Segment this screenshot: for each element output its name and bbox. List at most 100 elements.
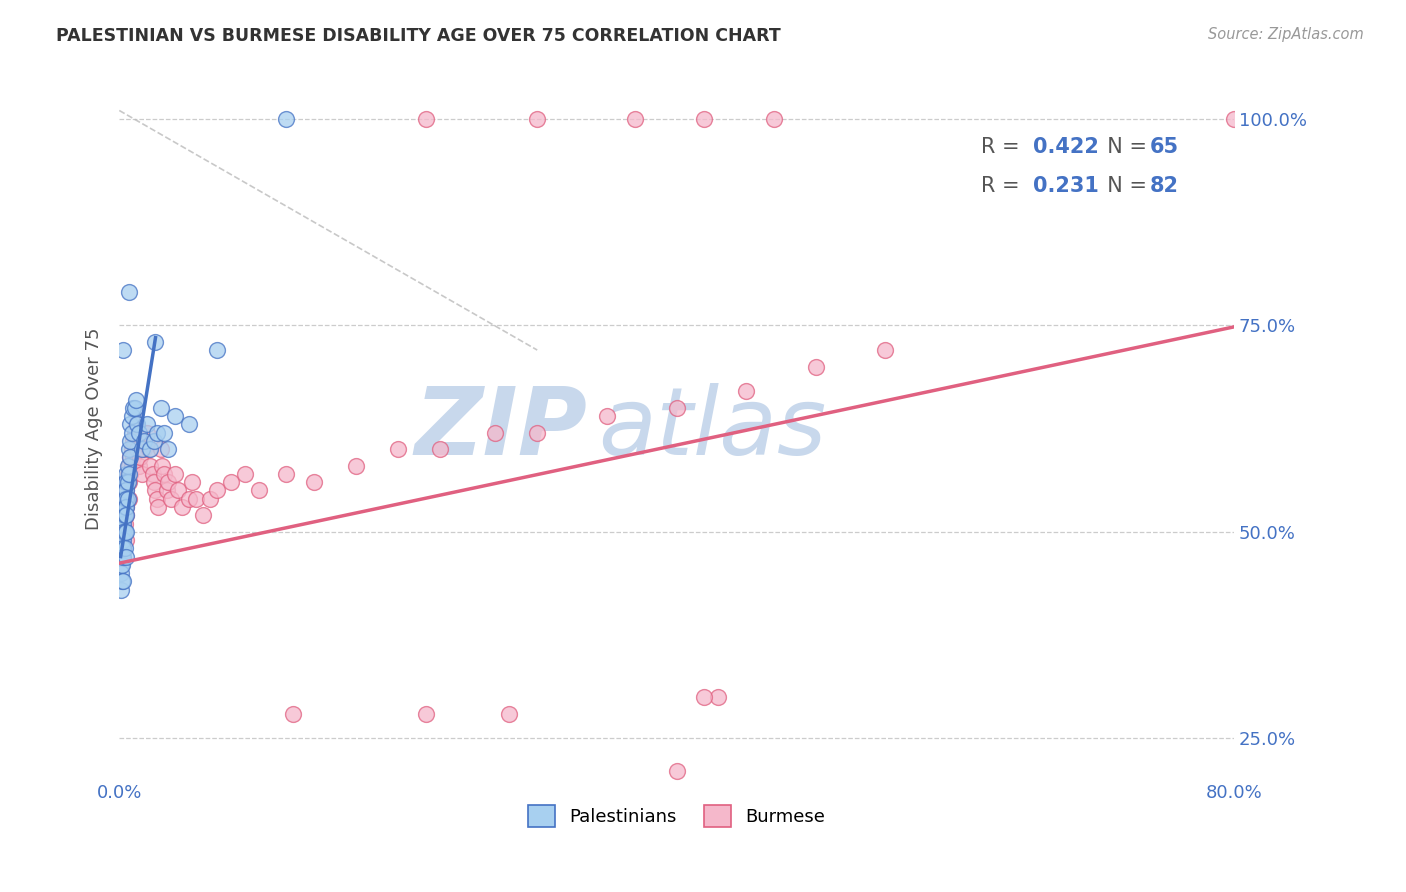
Point	[110, 549, 132, 564]
Point	[148, 500, 170, 514]
Point	[170, 500, 193, 514]
Point	[122, 450, 145, 465]
Point	[112, 541, 135, 556]
Point	[150, 401, 173, 415]
Point	[166, 483, 188, 498]
Point	[127, 417, 149, 432]
Point	[111, 516, 134, 531]
Point	[707, 690, 730, 704]
Point	[114, 475, 136, 490]
Point	[177, 491, 200, 506]
Point	[128, 425, 150, 440]
Point	[115, 491, 138, 506]
Point	[415, 706, 437, 721]
Point	[152, 458, 174, 473]
Text: ZIP: ZIP	[415, 383, 588, 475]
Point	[111, 533, 134, 547]
Point	[115, 483, 138, 498]
Text: N =: N =	[1094, 176, 1153, 195]
Point	[145, 334, 167, 349]
Point	[110, 566, 132, 580]
Point	[198, 491, 221, 506]
Point	[139, 458, 162, 473]
Point	[112, 574, 135, 589]
Text: 0.231: 0.231	[1033, 176, 1099, 195]
Point	[283, 706, 305, 721]
Point	[129, 450, 152, 465]
Point	[112, 500, 135, 514]
Text: R =: R =	[981, 136, 1026, 157]
Point	[159, 491, 181, 506]
Point	[875, 343, 897, 357]
Point	[114, 541, 136, 556]
Point	[114, 500, 136, 514]
Point	[763, 112, 786, 126]
Point	[344, 458, 367, 473]
Text: 65: 65	[1150, 136, 1180, 157]
Point	[665, 401, 688, 415]
Point	[693, 690, 716, 704]
Point	[111, 508, 134, 523]
Text: Source: ZipAtlas.com: Source: ZipAtlas.com	[1208, 27, 1364, 42]
Point	[115, 475, 138, 490]
Point	[117, 475, 139, 490]
Text: R =: R =	[981, 176, 1026, 195]
Point	[120, 450, 142, 465]
Point	[156, 483, 179, 498]
Point	[117, 475, 139, 490]
Point	[180, 475, 202, 490]
Point	[120, 450, 142, 465]
Point	[110, 582, 132, 597]
Point	[121, 425, 143, 440]
Text: 0.422: 0.422	[1033, 136, 1099, 157]
Point	[110, 541, 132, 556]
Point	[526, 425, 548, 440]
Point	[120, 467, 142, 481]
Point	[118, 467, 141, 481]
Point	[111, 541, 134, 556]
Point	[623, 112, 645, 126]
Point	[112, 516, 135, 531]
Point	[596, 409, 619, 424]
Point	[131, 467, 153, 481]
Point	[153, 425, 176, 440]
Point	[139, 442, 162, 457]
Point	[142, 467, 165, 481]
Point	[112, 508, 135, 523]
Point	[387, 442, 409, 457]
Point	[219, 475, 242, 490]
Point	[124, 401, 146, 415]
Point	[117, 491, 139, 506]
Point	[115, 524, 138, 539]
Text: N =: N =	[1094, 136, 1153, 157]
Point	[117, 491, 139, 506]
Point	[121, 458, 143, 473]
Point	[526, 112, 548, 126]
Point	[233, 467, 256, 481]
Y-axis label: Disability Age Over 75: Disability Age Over 75	[86, 327, 103, 530]
Point	[276, 467, 298, 481]
Point	[127, 442, 149, 457]
Point	[1223, 112, 1246, 126]
Point	[134, 434, 156, 448]
Point	[276, 112, 298, 126]
Point	[112, 491, 135, 506]
Point	[118, 285, 141, 300]
Point	[498, 706, 520, 721]
Point	[122, 401, 145, 415]
Text: PALESTINIAN VS BURMESE DISABILITY AGE OVER 75 CORRELATION CHART: PALESTINIAN VS BURMESE DISABILITY AGE OV…	[56, 27, 780, 45]
Point	[115, 549, 138, 564]
Text: atlas: atlas	[599, 383, 827, 474]
Point	[136, 417, 159, 432]
Point	[124, 425, 146, 440]
Point	[110, 516, 132, 531]
Point	[146, 491, 169, 506]
Point	[121, 409, 143, 424]
Point	[115, 500, 138, 514]
Point	[184, 491, 207, 506]
Point	[118, 491, 141, 506]
Legend: Palestinians, Burmese: Palestinians, Burmese	[520, 797, 832, 834]
Point	[134, 442, 156, 457]
Point	[115, 508, 138, 523]
Point	[693, 112, 716, 126]
